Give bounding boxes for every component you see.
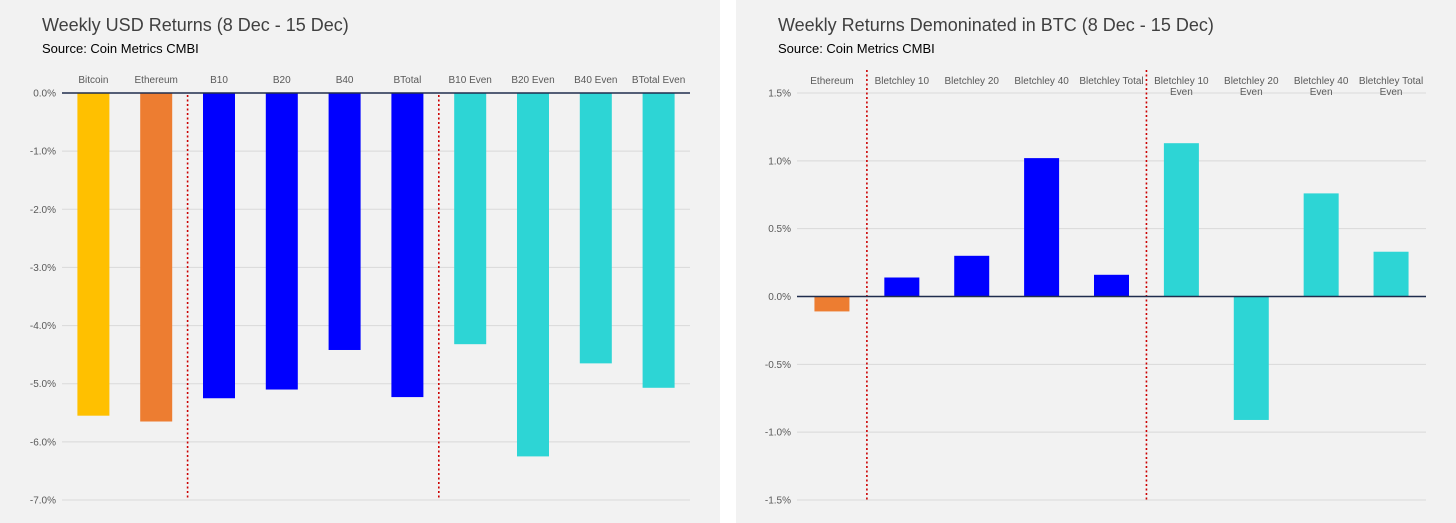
bar <box>1233 296 1269 420</box>
y-tick-label: -1.0% <box>765 428 791 439</box>
bar <box>579 93 612 364</box>
bar <box>1373 251 1409 297</box>
category-label: Bletchley Total Even <box>1359 76 1423 98</box>
category-label: B10 Even <box>449 75 492 86</box>
category-label: B40 <box>336 75 354 86</box>
category-label: Bletchley 10 Even <box>1154 76 1209 98</box>
bar <box>203 93 235 399</box>
y-tick-label: -7.0% <box>30 496 56 507</box>
bar <box>140 93 173 422</box>
category-label: Ethereum <box>810 76 853 87</box>
bar <box>642 93 675 388</box>
chart-title: Weekly Returns Demoninated in BTC (8 Dec… <box>778 15 1214 35</box>
y-tick-label: 0.0% <box>33 89 56 100</box>
category-label: Ethereum <box>135 75 178 86</box>
category-label: Bletchley 40 <box>1014 76 1069 87</box>
bar <box>1024 158 1060 297</box>
bar <box>454 93 487 345</box>
btc-returns-panel: Weekly Returns Demoninated in BTC (8 Dec… <box>736 0 1456 523</box>
y-tick-label: 0.5% <box>768 224 791 235</box>
category-label: Bletchley 20 <box>944 76 999 87</box>
category-label: B40 Even <box>574 75 617 86</box>
y-tick-label: -2.0% <box>30 205 56 216</box>
category-label: B10 <box>210 75 228 86</box>
chart-subtitle: Source: Coin Metrics CMBI <box>42 41 199 56</box>
y-tick-label: -6.0% <box>30 437 56 448</box>
y-tick-label: 1.5% <box>768 89 791 100</box>
bar <box>814 296 850 312</box>
y-tick-label: -0.5% <box>765 360 791 371</box>
usd-returns-panel: Weekly USD Returns (8 Dec - 15 Dec) Sour… <box>0 0 720 523</box>
category-label: Bletchley Total <box>1079 76 1143 87</box>
y-tick-label: -1.5% <box>765 496 791 507</box>
bar <box>391 93 424 398</box>
y-tick-label: 1.0% <box>768 156 791 167</box>
bar <box>954 255 990 297</box>
category-label: B20 <box>273 75 291 86</box>
y-tick-label: -4.0% <box>30 321 56 332</box>
category-label: Bletchley 20 Even <box>1224 76 1279 98</box>
btc-returns-chart: 1.5% 1.0% 0.5% 0.0% -0.5% -1.0% -1.5% Ethereum B… <box>765 70 1426 507</box>
bar <box>884 277 920 297</box>
y-tick-label: -3.0% <box>30 263 56 274</box>
bar <box>1303 193 1339 297</box>
category-label: BTotal Even <box>632 75 685 86</box>
y-tick-label: -1.0% <box>30 147 56 158</box>
chart-subtitle: Source: Coin Metrics CMBI <box>778 41 935 56</box>
category-label: Bletchley 40 Even <box>1294 76 1349 98</box>
bar <box>265 93 298 390</box>
chart-title: Weekly USD Returns (8 Dec - 15 Dec) <box>42 15 349 35</box>
bar <box>1163 143 1199 297</box>
y-tick-label: -5.0% <box>30 379 56 390</box>
y-tick-label: 0.0% <box>768 292 791 303</box>
category-label: Bitcoin <box>78 75 108 86</box>
bar <box>77 93 110 416</box>
bar <box>517 93 549 457</box>
bar <box>328 93 361 350</box>
category-label: B20 Even <box>511 75 554 86</box>
usd-returns-chart: 0.0% -1.0% -2.0% -3.0% -4.0% -5.0% -6.0% -7.0% B… <box>30 75 690 507</box>
bar <box>1094 274 1129 297</box>
category-label: BTotal <box>394 75 422 86</box>
category-label: Bletchley 10 <box>875 76 930 87</box>
